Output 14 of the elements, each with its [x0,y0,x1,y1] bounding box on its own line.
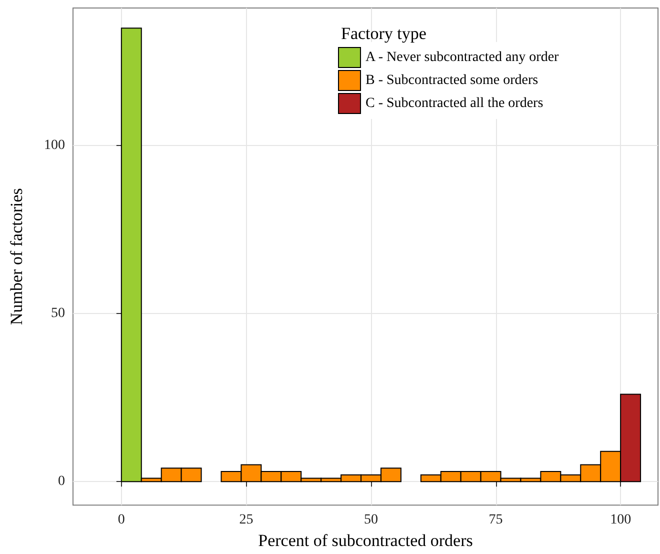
legend-label: A - Never subcontracted any order [366,50,560,65]
y-tick-label: 0 [58,474,65,490]
legend-label: B - Subcontracted some orders [366,73,538,88]
x-tick-label: 0 [118,512,125,528]
x-tick-label: 100 [610,512,632,528]
x-tick-label: 50 [364,512,378,528]
legend-label: C - Subcontracted all the orders [366,96,544,111]
y-tick-label: 50 [51,306,65,322]
y-axis-title: Number of factories [7,188,26,325]
legend-title: Factory type [341,24,426,43]
x-tick-label: 75 [488,512,503,528]
y-tick-label: 100 [44,138,65,154]
x-tick-label: 25 [239,512,254,528]
x-axis-title: Percent of subcontracted orders [258,531,473,550]
